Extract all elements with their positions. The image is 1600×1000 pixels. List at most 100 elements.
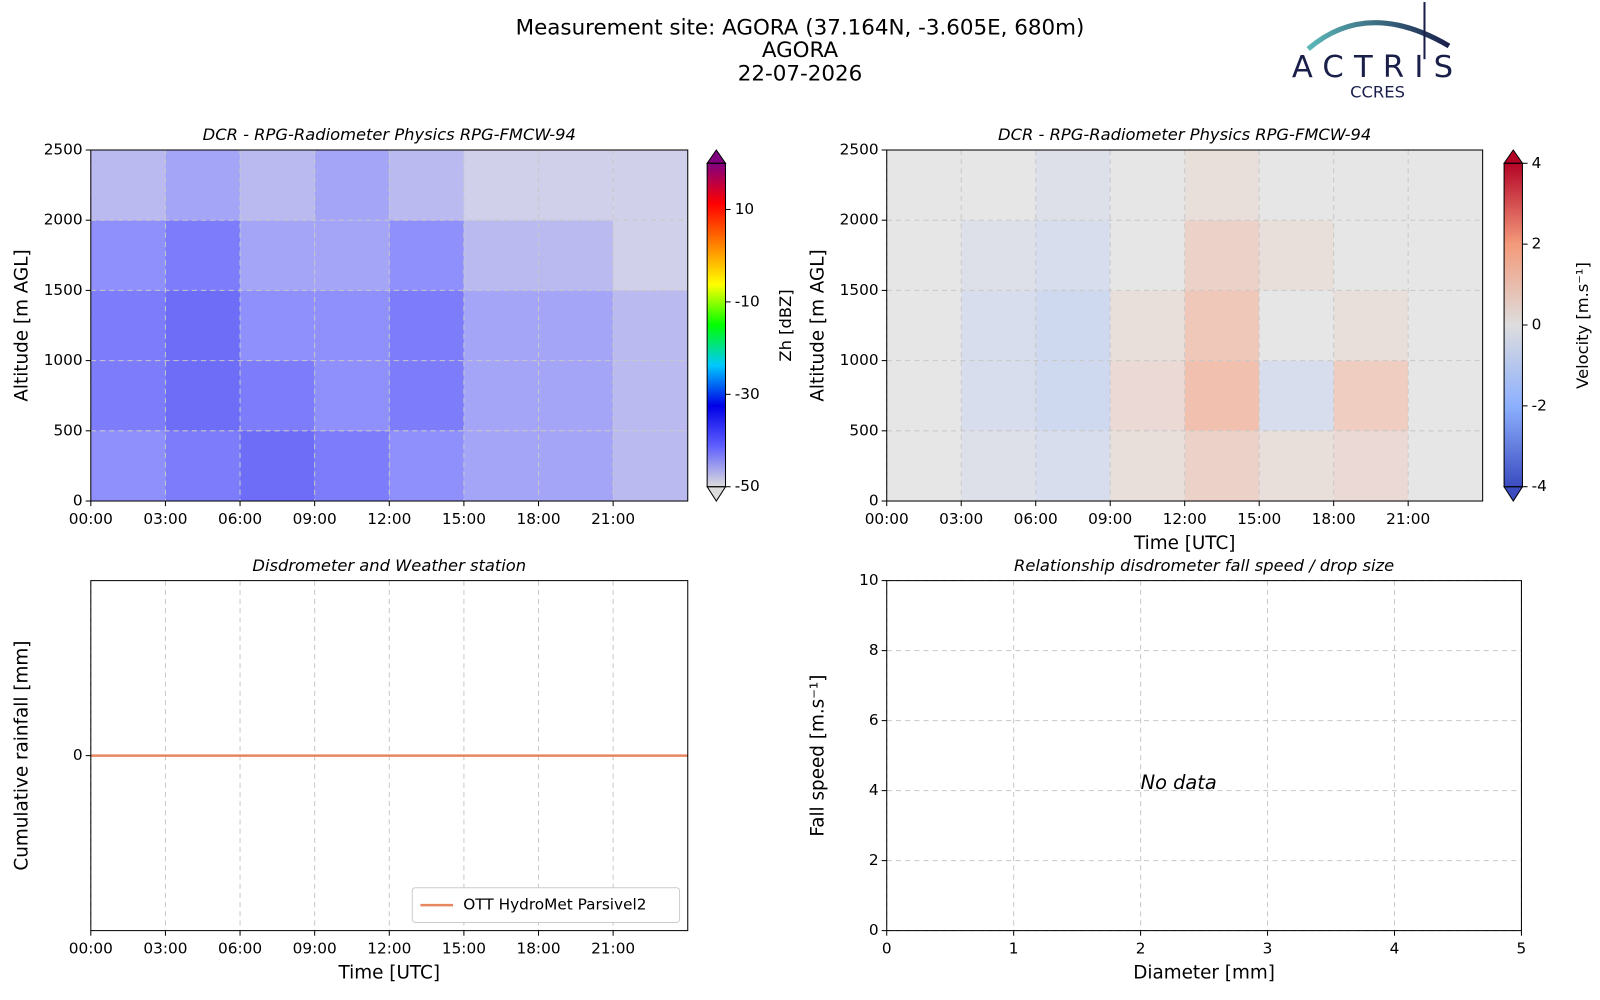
- x-tick-label: 1: [1009, 939, 1019, 957]
- x-tick-label: 09:00: [1088, 510, 1132, 528]
- heatmap-cell: [1408, 430, 1483, 502]
- heatmap-cell: [389, 290, 464, 361]
- x-tick-label: 03:00: [939, 510, 983, 528]
- x-tick-label: 15:00: [442, 939, 486, 957]
- heatmap-cell: [538, 290, 614, 361]
- logo-arc: [1306, 20, 1451, 51]
- heatmap-cell: [1035, 430, 1111, 502]
- heatmap-cell: [961, 430, 1036, 502]
- heatmap-cell: [886, 220, 962, 291]
- colorbar-tick-label: -2: [1532, 396, 1547, 414]
- heatmap-cell: [389, 220, 464, 291]
- header-line: Measurement site: AGORA (37.164N, -3.605…: [516, 16, 1085, 41]
- colorbar-label: Zh [dBZ]: [776, 289, 795, 361]
- y-tick-label: 0: [73, 746, 83, 764]
- heatmap-cell: [1259, 360, 1334, 431]
- y-axis-label: Altitude [m AGL]: [807, 249, 828, 401]
- heatmap-cell: [1259, 220, 1334, 291]
- y-tick-label: 0: [869, 921, 879, 939]
- heatmap-cell: [1333, 290, 1409, 361]
- heatmap-cell: [90, 220, 166, 291]
- heatmap-cell: [886, 360, 962, 431]
- colorbar-label: Velocity [m.s⁻¹]: [1573, 262, 1592, 389]
- heatmap-cell: [314, 360, 390, 431]
- heatmap-cell: [886, 430, 962, 502]
- heatmap-cell: [165, 150, 241, 221]
- x-tick-label: 21:00: [591, 510, 635, 528]
- y-tick-label: 2000: [44, 211, 83, 229]
- heatmap-cell: [1110, 220, 1185, 291]
- heatmap-cell: [613, 290, 688, 361]
- logo-name: ACTRIS: [1292, 50, 1463, 85]
- heatmap-cell: [1333, 360, 1409, 431]
- heatmap-cell: [961, 220, 1036, 291]
- heatmap-cell: [165, 360, 241, 431]
- y-tick-label: 1500: [44, 281, 83, 299]
- header-line: 22-07-2026: [738, 61, 862, 86]
- x-tick-label: 0: [882, 939, 892, 957]
- heatmap-cell: [90, 290, 166, 361]
- heatmap-cell: [165, 220, 241, 291]
- x-tick-label: 2: [1136, 939, 1146, 957]
- y-tick-label: 500: [53, 421, 82, 439]
- y-axis-label: Altitude [m AGL]: [11, 249, 32, 401]
- heatmap-cell: [1259, 430, 1334, 502]
- heatmap-cell: [389, 360, 464, 431]
- x-tick-label: 06:00: [218, 939, 262, 957]
- x-tick-label: 3: [1263, 939, 1273, 957]
- x-tick-label: 00:00: [865, 510, 909, 528]
- heatmap-cell: [1333, 220, 1409, 291]
- heatmap-cell: [886, 290, 962, 361]
- annotation: No data: [1141, 771, 1217, 794]
- heatmap-cell: [1408, 290, 1483, 361]
- heatmap-cell: [1259, 150, 1334, 221]
- x-tick-label: 12:00: [1163, 510, 1207, 528]
- colorbar-tick-label: -10: [735, 292, 760, 310]
- x-tick-label: 12:00: [367, 939, 411, 957]
- x-tick-label: 06:00: [218, 510, 262, 528]
- heatmap-cell: [165, 290, 241, 361]
- x-tick-label: 00:00: [69, 510, 113, 528]
- colorbar-tick-label: 4: [1532, 154, 1542, 172]
- x-axis-label: Time [UTC]: [1133, 533, 1235, 554]
- plot-frame: [90, 149, 689, 502]
- heatmap-cell: [1110, 150, 1185, 221]
- header-line: AGORA: [762, 38, 839, 63]
- heatmap-cell: [1184, 430, 1260, 502]
- chart-title: Disdrometer and Weather station: [252, 556, 526, 575]
- heatmap-cell: [314, 150, 390, 221]
- heatmap-cell: [1408, 220, 1483, 291]
- y-axis-label: Cumulative rainfall [mm]: [11, 641, 32, 871]
- heatmap-cell: [613, 430, 688, 502]
- colorbar: [1504, 163, 1523, 487]
- heatmap-cell: [1408, 360, 1483, 431]
- logo-subtitle: CCRES: [1350, 82, 1405, 101]
- x-axis-label: Time [UTC]: [338, 962, 441, 983]
- heatmap-cell: [1110, 290, 1185, 361]
- x-tick-label: 5: [1517, 939, 1527, 957]
- heatmap-cell: [1184, 150, 1260, 221]
- y-tick-label: 8: [869, 641, 879, 659]
- heatmap-cell: [1408, 150, 1483, 221]
- chart-title: DCR - RPG-Radiometer Physics RPG-FMCW-94: [998, 125, 1371, 144]
- x-tick-label: 00:00: [69, 939, 113, 957]
- x-tick-label: 18:00: [516, 939, 560, 957]
- heatmap-cell: [1035, 150, 1111, 221]
- heatmap-cell: [90, 360, 166, 431]
- heatmap-cell: [463, 360, 539, 431]
- heatmap-cell: [538, 220, 614, 291]
- x-tick-label: 12:00: [367, 510, 411, 528]
- plot-frame: [90, 580, 689, 932]
- y-tick-label: 2: [869, 851, 879, 869]
- heatmap-cell: [613, 220, 688, 291]
- heatmap-cell: [240, 150, 315, 221]
- x-tick-label: 09:00: [293, 510, 337, 528]
- chart-title: DCR - RPG-Radiometer Physics RPG-FMCW-94: [203, 125, 576, 144]
- y-tick-label: 4: [869, 781, 879, 799]
- heatmap-cell: [314, 290, 390, 361]
- y-tick-label: 1000: [840, 351, 879, 369]
- x-tick-label: 18:00: [516, 510, 560, 528]
- heatmap-cell: [240, 290, 315, 361]
- heatmap-cell: [240, 220, 315, 291]
